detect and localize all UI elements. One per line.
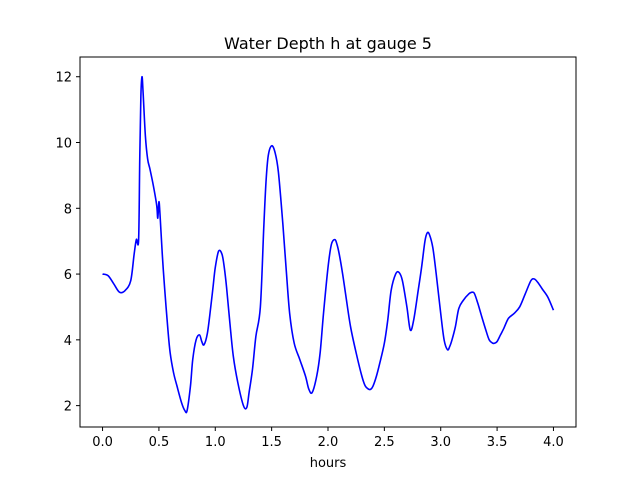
x-tick-label: 2.0: [318, 435, 339, 450]
series-layer: [102, 75, 555, 414]
plot-frame: [79, 56, 577, 428]
series-line: [102, 75, 555, 414]
x-axis-ticks: 0.0 0.5 1.0 1.5 2.0 2.5 3.0 3.5 4.0: [92, 427, 564, 450]
x-tick-label: 0.0: [92, 435, 113, 450]
x-tick-label: 1.5: [261, 435, 282, 450]
y-tick-label: 12: [55, 71, 72, 86]
plot-background: [80, 57, 576, 427]
x-axis-label: hours: [310, 456, 347, 471]
x-tick-label: 0.5: [149, 435, 170, 450]
x-tick-label: 3.0: [430, 435, 451, 450]
y-tick-label: 8: [64, 202, 72, 217]
y-tick-label: 4: [64, 334, 72, 349]
y-tick-label: 2: [64, 400, 72, 415]
x-tick-label: 4.0: [543, 435, 564, 450]
x-tick-label: 2.5: [374, 435, 395, 450]
x-tick-label: 1.0: [205, 435, 226, 450]
y-tick-label: 6: [64, 268, 72, 283]
chart-title: Water Depth h at gauge 5: [224, 34, 432, 53]
y-tick-label: 10: [55, 137, 72, 152]
y-axis-ticks: 2 4 6 8 10 12: [55, 71, 80, 415]
x-tick-label: 3.5: [487, 435, 508, 450]
